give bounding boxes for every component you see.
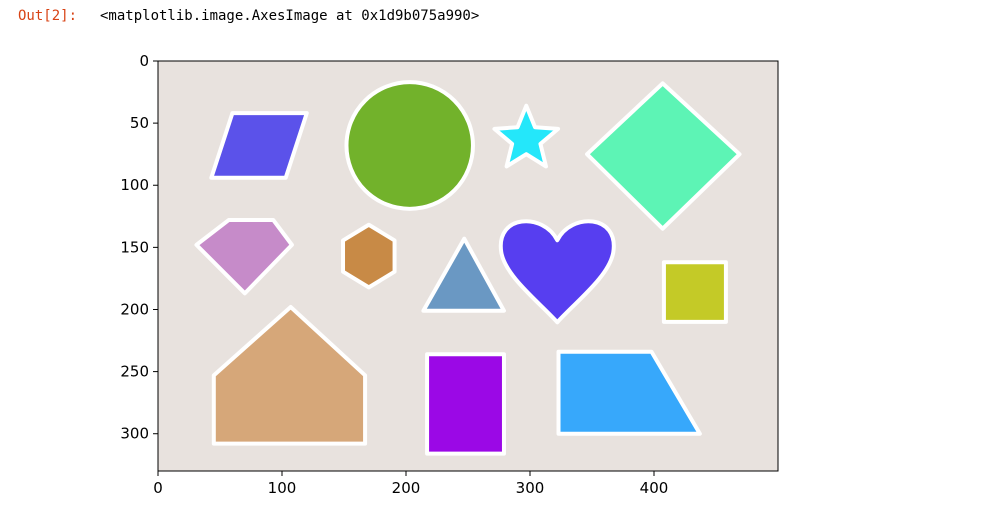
y-tick-label: 50 [130, 114, 149, 132]
square-shape [661, 260, 728, 324]
y-tick-label: 0 [139, 52, 149, 70]
circle-shape [344, 80, 475, 211]
y-tick-label: 250 [120, 363, 149, 381]
x-tick-label: 200 [392, 479, 421, 497]
output-prompt: Out[2]: [18, 8, 78, 24]
y-tick-label: 200 [120, 300, 149, 318]
y-tick-label: 100 [120, 176, 149, 194]
x-tick-label: 0 [153, 479, 163, 497]
house-shape [211, 305, 368, 446]
rectangle-shape [425, 352, 506, 456]
x-tick-label: 400 [640, 479, 669, 497]
x-tick-label: 300 [516, 479, 545, 497]
pentagon-gem-shape [194, 218, 294, 296]
heart-shape [498, 219, 616, 325]
triangle-shape [421, 236, 506, 313]
hexagon-shape [341, 222, 397, 290]
diamond-shape [585, 81, 742, 231]
output-text: <matplotlib.image.AxesImage at 0x1d9b075… [100, 8, 480, 24]
trapezoid-shape [556, 349, 702, 436]
y-tick-label: 150 [120, 238, 149, 256]
axis-ticks: 0 100 200 300 400 0 50 100 150 200 250 300 [120, 52, 668, 497]
parallelogram-shape [209, 111, 309, 180]
output-row: Out[2]: <matplotlib.image.AxesImage at 0… [18, 5, 479, 27]
image-shapes [194, 80, 742, 456]
star-shape [492, 103, 561, 169]
y-tick-label: 300 [120, 425, 149, 443]
x-tick-label: 100 [268, 479, 297, 497]
axes-frame [157, 60, 779, 472]
